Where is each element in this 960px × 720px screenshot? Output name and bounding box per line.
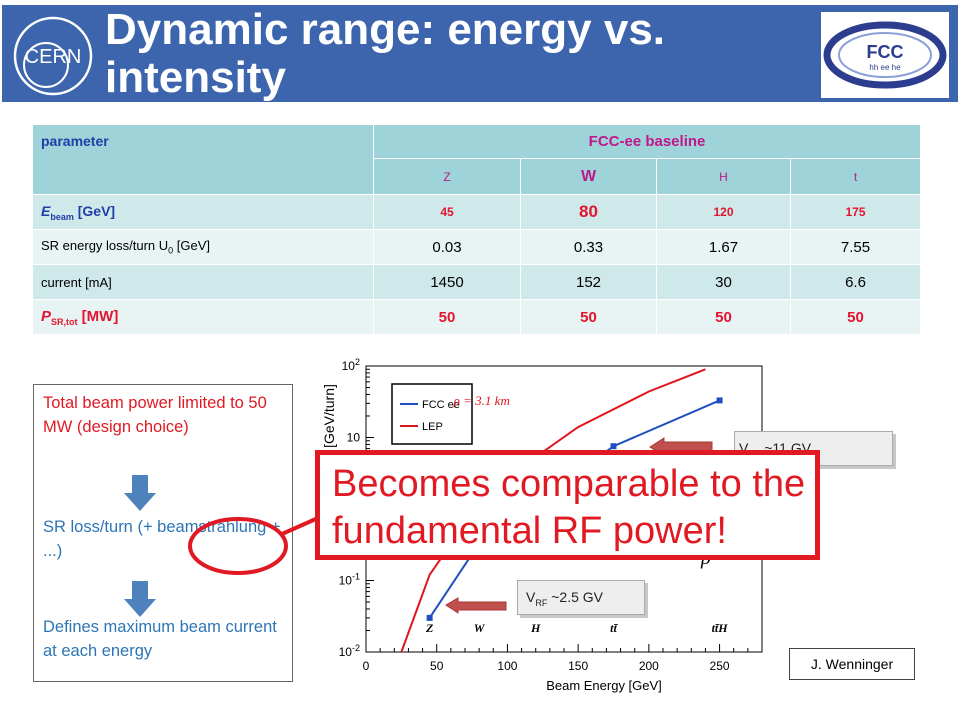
rf-power-callout-text: Becomes comparable to the fundamental RF… [332, 463, 806, 552]
y-axis-label: [GeV/turn] [321, 384, 337, 448]
cell-value: 7.55 [789, 229, 922, 265]
row-label: SR energy loss/turn U0 [GeV] [32, 229, 374, 265]
title-band [2, 5, 958, 102]
table-row: SR energy loss/turn U0 [GeV] 0.03 0.33 1… [32, 229, 922, 265]
col-header-t: t [789, 158, 922, 195]
y-tick-label: 10-1 [339, 572, 360, 588]
x-tick-label: 50 [430, 659, 444, 673]
cell-value: 1450 [373, 264, 521, 300]
x-axis-label: Beam Energy [GeV] [546, 678, 662, 693]
legend-label: FCC ee [422, 399, 460, 411]
fcc-logo-subtext: hh ee he [869, 63, 901, 72]
max-current-text: Defines maximum beam current at each ene… [43, 618, 277, 660]
x-tick-label: 250 [710, 659, 730, 673]
cell-value: 0.03 [373, 229, 521, 265]
slide-header: CERN Dynamic range: energy vs. intensity… [0, 0, 960, 104]
rho-annotation: ρ = 3.1 km [453, 393, 510, 408]
beam-power-text: Total beam power limited to 50 MW (desig… [43, 394, 267, 436]
y-tick-label: 102 [342, 357, 360, 373]
cell-value: 30 [656, 264, 791, 300]
row-label: current [mA] [32, 264, 374, 300]
row-label-symbol: E [41, 202, 51, 219]
table-row: current [mA] 1450 152 30 6.6 [32, 264, 922, 300]
x-tick-label: 0 [363, 659, 370, 673]
row-label: PSR,tot [MW] [32, 299, 374, 335]
fcc-logo: FCC hh ee he [821, 12, 949, 98]
cell-value: 175 [789, 194, 922, 230]
row-label-sub: beam [50, 211, 74, 222]
x-tick-label: 200 [639, 659, 659, 673]
row-label-unit: [GeV] [173, 238, 211, 254]
x-tick-label: 150 [568, 659, 588, 673]
vrf-low-sub: RF [535, 597, 548, 608]
col-header-h: H [656, 158, 791, 195]
explanation-box: Total beam power limited to 50 MW (desig… [33, 384, 293, 682]
data-marker [426, 614, 433, 621]
cern-logo: CERN [13, 16, 93, 96]
credit-label: J. Wenninger [789, 648, 915, 680]
process-label: W [474, 621, 486, 635]
vrf-high-symbol: V [739, 440, 749, 456]
cell-value: 1.67 [656, 229, 791, 265]
param-header: parameter [32, 124, 374, 195]
cell-value: 45 [373, 194, 521, 230]
row-label-sub: SR,tot [51, 316, 78, 327]
parameter-table: parameter FCC-ee baseline Z W H t Ebeam … [32, 124, 922, 335]
rf-power-callout: Becomes comparable to the fundamental RF… [315, 450, 820, 560]
cell-value: 50 [520, 299, 657, 335]
row-label-sub: 0 [168, 245, 174, 256]
cell-value: 50 [656, 299, 791, 335]
y-tick-label: 10 [347, 431, 361, 445]
data-marker [716, 397, 723, 404]
x-tick-label: 100 [497, 659, 517, 673]
table-row: Ebeam [GeV] 45 80 120 175 [32, 194, 922, 230]
vrf-low-label: VRF ~2.5 GV [517, 580, 645, 615]
down-arrow-icon [124, 475, 156, 511]
down-arrow-icon [124, 581, 156, 617]
process-label: H [530, 621, 541, 635]
cern-logo-text: CERN [25, 46, 82, 68]
row-label-unit: [GeV] [73, 202, 116, 219]
cell-value: 120 [656, 194, 791, 230]
legend-box [391, 383, 473, 445]
sr-loss-text: SR loss/turn (+ beamstrahlung + ...) [43, 518, 281, 560]
cell-value: 6.6 [789, 264, 922, 300]
process-label: Z [425, 621, 434, 635]
fcc-logo-text: FCC [867, 42, 904, 62]
process-label: tt̄ [610, 621, 618, 635]
data-marker [610, 443, 617, 450]
cell-value: 0.33 [520, 229, 657, 265]
cell-value: 50 [373, 299, 521, 335]
cell-value: 152 [520, 264, 657, 300]
page-title: Dynamic range: energy vs. intensity [105, 5, 666, 102]
vrf-low-symbol: V [526, 589, 536, 605]
group-header: FCC-ee baseline [372, 124, 922, 159]
table-row: PSR,tot [MW] 50 50 50 50 [32, 299, 922, 335]
row-label-text: SR energy loss/turn U [41, 238, 169, 254]
vrf-low-value: ~2.5 GV [547, 589, 603, 605]
col-header-w: W [520, 158, 657, 195]
cell-value: 50 [789, 299, 922, 335]
row-label: Ebeam [GeV] [32, 194, 374, 230]
row-label-symbol: P [41, 307, 52, 325]
process-label: tt̄H [712, 621, 729, 635]
legend-label: LEP [422, 421, 443, 433]
y-tick-label: 10-2 [339, 643, 360, 659]
cell-value: 80 [520, 194, 657, 230]
row-label-unit: [MW] [77, 307, 119, 325]
col-header-z: Z [373, 158, 521, 195]
